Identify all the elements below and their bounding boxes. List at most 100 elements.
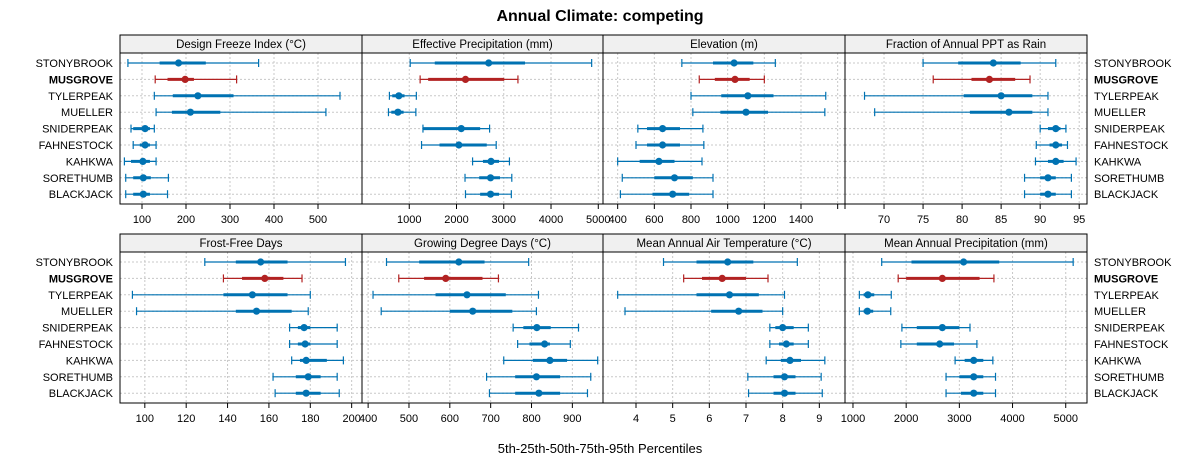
median-point xyxy=(469,307,477,315)
series-blackjack xyxy=(747,389,823,398)
row-label-left: TYLERPEAK xyxy=(48,91,113,103)
median-point xyxy=(533,324,541,332)
row-label-left: KAHKWA xyxy=(66,156,114,168)
x-tick-label: 4 xyxy=(633,413,639,425)
median-point xyxy=(141,141,149,149)
row-label-right: STONYBROOK xyxy=(1094,257,1172,269)
x-tick-label: 900 xyxy=(563,413,581,425)
series-mueller xyxy=(135,307,309,316)
panel-1: Effective Precipitation (mm) 1000 2000 3000… xyxy=(361,34,611,226)
row-label-right: BLACKJACK xyxy=(1094,189,1159,201)
x-tick-label: 90 xyxy=(1034,214,1046,226)
series-tylerpeak xyxy=(372,290,540,299)
median-point xyxy=(485,59,493,67)
median-point xyxy=(779,324,787,332)
median-point xyxy=(181,75,189,83)
row-label-left: STONYBROOK xyxy=(36,257,114,269)
series-sorethumb xyxy=(945,372,997,381)
median-point xyxy=(730,59,738,67)
panel-title: Effective Precipitation (mm) xyxy=(412,39,553,51)
series-tylerpeak xyxy=(617,290,786,299)
x-tick-label: 140 xyxy=(218,413,236,425)
median-point xyxy=(655,157,663,165)
median-point xyxy=(139,190,147,198)
series-mueller xyxy=(858,307,892,316)
median-point xyxy=(302,356,310,364)
x-tick-label: 1000 xyxy=(841,413,865,425)
series-kahkwa xyxy=(123,157,157,166)
series-stonybrook xyxy=(204,258,347,266)
median-point xyxy=(742,108,750,116)
median-point xyxy=(1052,125,1060,133)
series-stonybrook xyxy=(385,258,530,266)
x-tick-label: 300 xyxy=(221,214,239,226)
row-label-right: KAHKWA xyxy=(1094,355,1142,367)
x-tick-label: 700 xyxy=(481,413,499,425)
median-point xyxy=(442,274,450,282)
x-tick-label: 100 xyxy=(133,214,151,226)
median-point xyxy=(780,373,789,381)
series-kahkwa xyxy=(471,157,511,166)
median-point xyxy=(139,157,147,165)
row-label-right: FAHNESTOCK xyxy=(1094,339,1169,351)
median-point xyxy=(532,373,541,381)
median-point xyxy=(252,307,261,315)
row-label-left: MUSGROVE xyxy=(49,273,113,285)
series-fahnestock xyxy=(420,141,497,149)
median-point xyxy=(938,274,946,282)
series-fahnestock xyxy=(517,340,571,348)
median-point xyxy=(780,389,789,397)
row-label-left: STONYBROOK xyxy=(36,58,114,70)
series-blackjack xyxy=(619,190,714,199)
series-musgrove xyxy=(683,274,769,283)
panel-frame xyxy=(844,251,1088,404)
x-tick-label: 3000 xyxy=(492,214,516,226)
series-mueller xyxy=(874,108,1049,117)
median-point xyxy=(248,291,256,299)
median-point xyxy=(463,291,471,299)
median-point xyxy=(658,125,667,133)
median-point xyxy=(936,340,944,348)
median-point xyxy=(1052,141,1060,149)
series-sniderpeak xyxy=(1039,124,1067,133)
series-sorethumb xyxy=(272,372,338,381)
median-point xyxy=(669,190,677,198)
row-label-right: TYLERPEAK xyxy=(1094,290,1159,302)
series-stonybrook xyxy=(409,59,593,67)
median-point xyxy=(985,75,994,83)
panel-0: Design Freeze Index (°C) 100 200 300 400 500 xyxy=(119,34,363,226)
row-label-right: TYLERPEAK xyxy=(1094,91,1159,103)
x-tick-label: 1000 xyxy=(397,214,421,226)
median-point xyxy=(970,389,978,397)
series-musgrove xyxy=(398,274,500,283)
median-point xyxy=(139,174,147,182)
x-tick-label: 180 xyxy=(301,413,319,425)
median-point xyxy=(300,324,308,332)
row-label-right: MUELLER xyxy=(1094,107,1146,119)
series-blackjack xyxy=(274,389,340,398)
series-mueller xyxy=(387,108,417,117)
chart-title: Annual Climate: competing xyxy=(496,8,703,25)
series-tylerpeak xyxy=(690,91,827,100)
x-tick-label: 75 xyxy=(917,214,929,226)
median-point xyxy=(457,125,465,133)
median-point xyxy=(174,59,183,67)
series-stonybrook xyxy=(881,258,1074,266)
series-sorethumb xyxy=(125,173,169,182)
median-point xyxy=(461,75,470,83)
x-tick-label: 2000 xyxy=(894,413,918,425)
series-kahkwa xyxy=(765,356,826,365)
x-tick-label: 160 xyxy=(260,413,278,425)
row-label-left: FAHNESTOCK xyxy=(39,140,114,152)
row-label-left: SNIDERPEAK xyxy=(42,323,114,335)
series-fahnestock xyxy=(132,141,157,149)
median-point xyxy=(546,356,554,364)
series-kahkwa xyxy=(617,157,703,166)
panel-title: Growing Degree Days (°C) xyxy=(414,238,551,250)
row-label-right: SORETHUMB xyxy=(1094,372,1164,384)
x-tick-label: 1200 xyxy=(752,214,776,226)
series-blackjack xyxy=(125,190,169,199)
series-sniderpeak xyxy=(422,124,491,133)
median-point xyxy=(486,174,495,182)
series-sniderpeak xyxy=(512,323,580,332)
